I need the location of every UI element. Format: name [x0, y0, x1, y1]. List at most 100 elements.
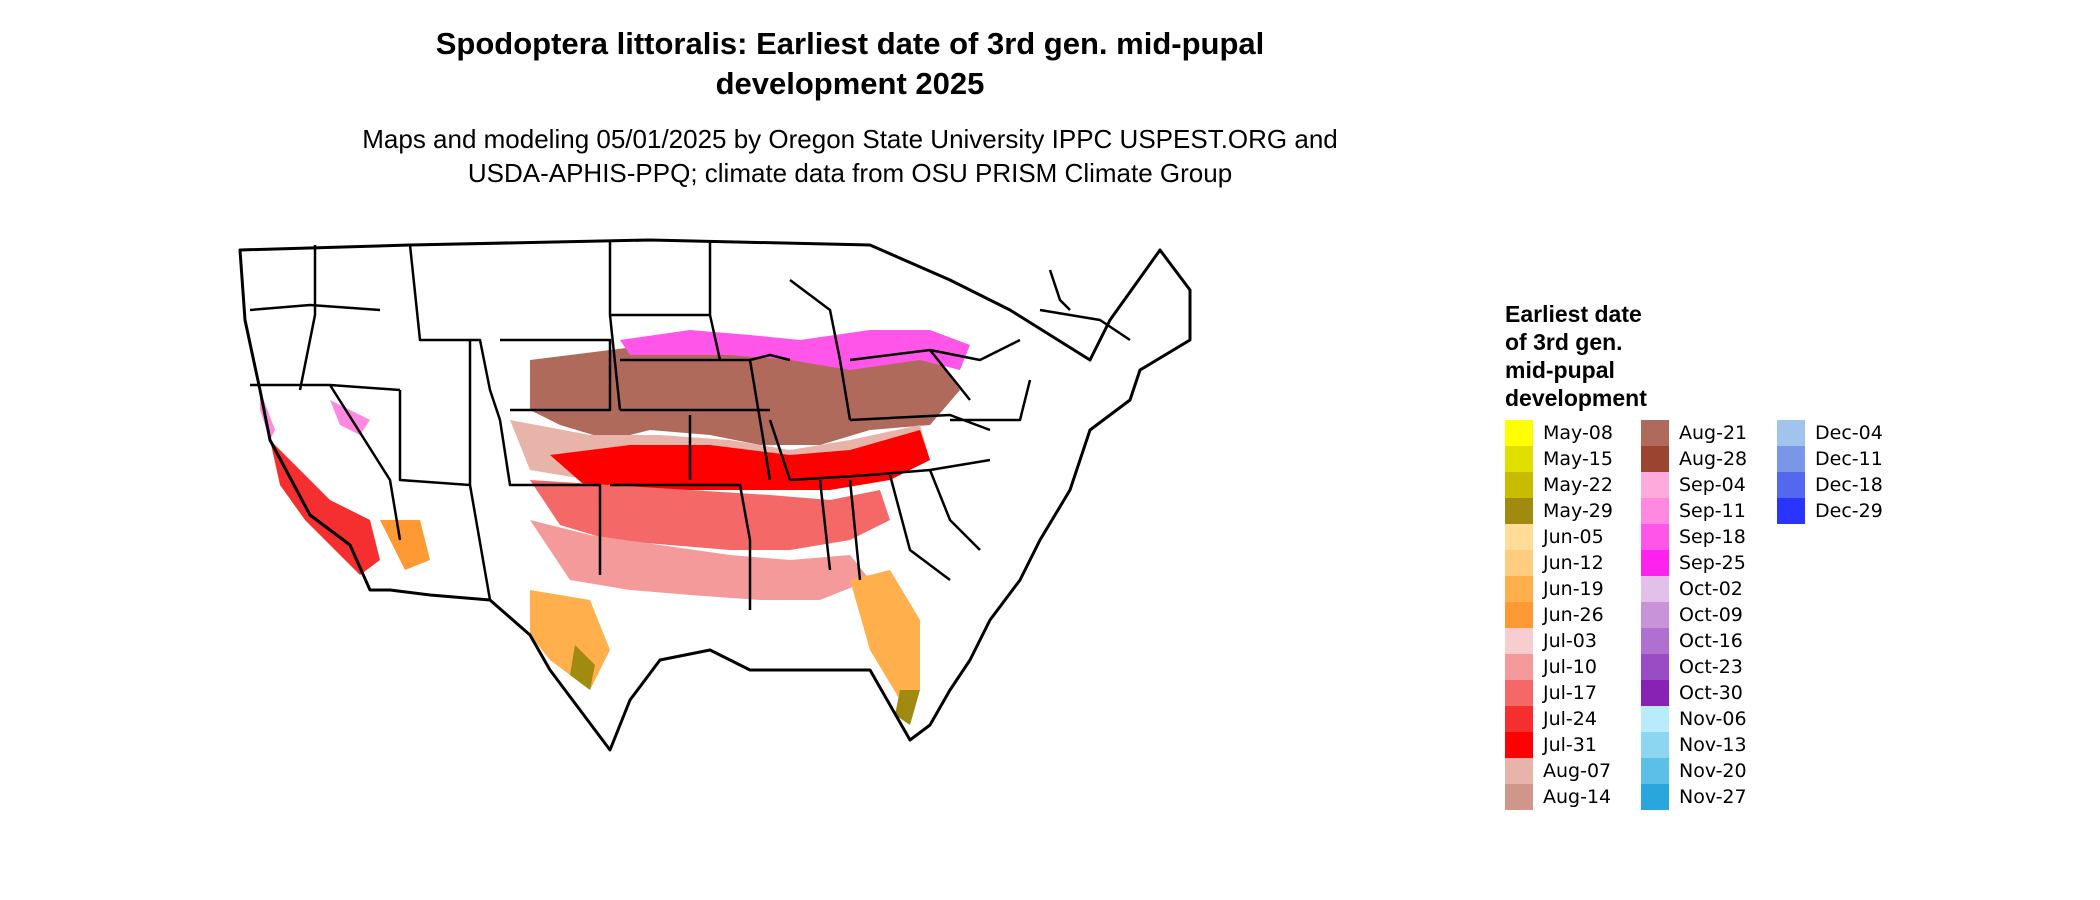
legend-title-line: development	[1505, 385, 1647, 411]
legend-swatch	[1641, 784, 1669, 810]
legend-column: Dec-04 Dec-11 Dec-18 Dec-29	[1777, 420, 1891, 810]
legend-label: May-08	[1543, 422, 1613, 444]
legend-swatch	[1641, 524, 1669, 550]
map-fill-zones	[240, 240, 1190, 750]
title-line-1: Spodoptera littoralis: Earliest date of …	[435, 26, 1265, 61]
us-development-map	[238, 238, 1192, 752]
legend-swatch	[1505, 550, 1533, 576]
legend-label: May-29	[1543, 500, 1613, 522]
legend-swatch	[1641, 680, 1669, 706]
legend-label: Dec-29	[1815, 500, 1883, 522]
legend-label: Dec-04	[1815, 422, 1883, 444]
zone-jul-salmon	[530, 480, 890, 550]
legend-swatch	[1777, 420, 1805, 446]
legend-label: Jul-10	[1543, 656, 1597, 678]
legend-item: Sep-25	[1641, 550, 1755, 576]
legend-swatch	[1777, 472, 1805, 498]
legend-item: Oct-30	[1641, 680, 1755, 706]
legend-label: Nov-13	[1679, 734, 1747, 756]
legend-swatch	[1505, 498, 1533, 524]
legend-swatch	[1505, 758, 1533, 784]
legend-item: Jun-12	[1505, 550, 1619, 576]
map-subtitle: Maps and modeling 05/01/2025 by Oregon S…	[300, 122, 1400, 190]
state-boundaries	[238, 238, 1192, 752]
legend-item: Nov-27	[1641, 784, 1755, 810]
us-outline	[238, 238, 1192, 752]
legend-label: Sep-11	[1679, 500, 1746, 522]
legend-column: Aug-21 Aug-28 Sep-04 Sep-11 Sep-18 Sep-25 Oct-…	[1641, 420, 1755, 810]
legend-swatch	[1641, 576, 1669, 602]
legend-item: Nov-13	[1641, 732, 1755, 758]
legend-item: Sep-11	[1641, 498, 1755, 524]
state-lines-west	[249, 244, 612, 601]
legend-label: Dec-18	[1815, 474, 1883, 496]
legend-item: May-22	[1505, 472, 1619, 498]
legend-swatch	[1505, 446, 1533, 472]
legend-label: Jul-17	[1543, 682, 1597, 704]
legend-item: Oct-16	[1641, 628, 1755, 654]
legend-label: Sep-25	[1679, 552, 1746, 574]
legend-label: Oct-16	[1679, 630, 1743, 652]
legend-label: Sep-04	[1679, 474, 1746, 496]
legend-item: Dec-11	[1777, 446, 1891, 472]
zone-sep-pink	[620, 330, 970, 370]
legend-item: Jun-05	[1505, 524, 1619, 550]
legend-swatch	[1641, 628, 1669, 654]
legend-swatch	[1641, 732, 1669, 758]
map-title: Spodoptera littoralis: Earliest date of …	[300, 24, 1400, 104]
legend-label: Jun-05	[1543, 526, 1604, 548]
legend-swatch	[1641, 498, 1669, 524]
legend-item: Sep-04	[1641, 472, 1755, 498]
legend-label: Nov-06	[1679, 708, 1747, 730]
legend-label: Oct-30	[1679, 682, 1743, 704]
legend-item: May-15	[1505, 446, 1619, 472]
legend-item: Jul-10	[1505, 654, 1619, 680]
legend-item: Jul-17	[1505, 680, 1619, 706]
legend-swatch	[1505, 602, 1533, 628]
legend-swatch	[1641, 420, 1669, 446]
zone-jul-pink	[530, 520, 870, 600]
zone-jul-red	[550, 430, 930, 490]
legend-item: Oct-23	[1641, 654, 1755, 680]
legend: Earliest date of 3rd gen. mid-pupal deve…	[1505, 300, 1945, 810]
legend-label: Oct-09	[1679, 604, 1743, 626]
legend-item: Aug-21	[1641, 420, 1755, 446]
legend-label: Jun-19	[1543, 578, 1604, 600]
legend-label: Aug-07	[1543, 760, 1612, 782]
legend-label: Jul-31	[1543, 734, 1597, 756]
legend-item: Dec-29	[1777, 498, 1891, 524]
legend-item: Aug-07	[1505, 758, 1619, 784]
legend-swatch	[1505, 576, 1533, 602]
legend-title-line: of 3rd gen.	[1505, 329, 1623, 355]
legend-label: Jul-03	[1543, 630, 1597, 652]
legend-title: Earliest date of 3rd gen. mid-pupal deve…	[1505, 300, 1945, 412]
legend-item: Nov-06	[1641, 706, 1755, 732]
legend-swatch	[1777, 498, 1805, 524]
legend-swatch	[1505, 524, 1533, 550]
legend-item: Dec-18	[1777, 472, 1891, 498]
zone-jun-orange	[530, 570, 920, 700]
legend-label: Jul-24	[1543, 708, 1597, 730]
legend-item: Jul-24	[1505, 706, 1619, 732]
legend-swatch	[1505, 420, 1533, 446]
state-lines-east	[789, 269, 1131, 581]
legend-item: Oct-02	[1641, 576, 1755, 602]
zone-west-red	[270, 440, 380, 575]
legend-column: May-08 May-15 May-22 May-29 Jun-05 Jun-12 Jun-…	[1505, 420, 1619, 810]
legend-label: May-15	[1543, 448, 1613, 470]
legend-swatch	[1641, 472, 1669, 498]
legend-swatch	[1777, 446, 1805, 472]
legend-item: Dec-04	[1777, 420, 1891, 446]
legend-title-line: mid-pupal	[1505, 357, 1615, 383]
legend-label: Jun-26	[1543, 604, 1604, 626]
legend-item: Jun-19	[1505, 576, 1619, 602]
legend-swatch	[1505, 472, 1533, 498]
legend-title-line: Earliest date	[1505, 301, 1642, 327]
legend-item: Aug-28	[1641, 446, 1755, 472]
legend-item: Nov-20	[1641, 758, 1755, 784]
legend-item: Aug-14	[1505, 784, 1619, 810]
legend-item: May-08	[1505, 420, 1619, 446]
legend-item: May-29	[1505, 498, 1619, 524]
legend-swatch	[1641, 758, 1669, 784]
legend-label: Dec-11	[1815, 448, 1883, 470]
